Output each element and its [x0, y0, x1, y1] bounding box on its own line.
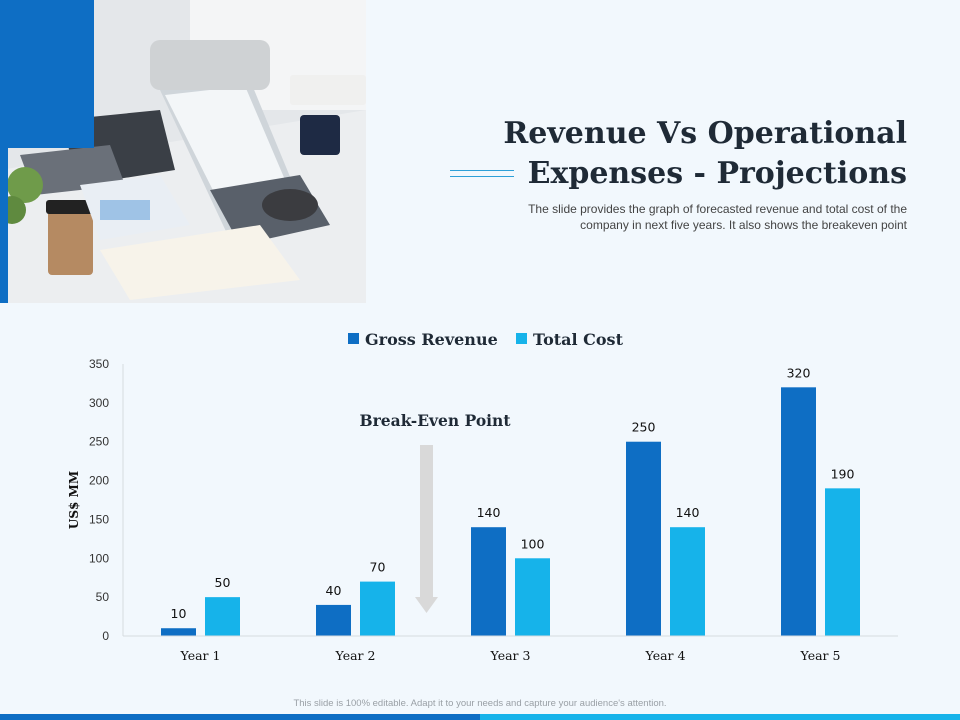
y-axis: 0 50 100 150 200 250 300 350 US$ MM [67, 357, 124, 643]
bar-gross-revenue [781, 387, 816, 636]
footer-bar-left [0, 714, 480, 720]
annotation-arrow-shaft [420, 445, 433, 597]
y-tick-label: 300 [89, 396, 109, 410]
x-tick-label: Year 1 [180, 648, 221, 663]
data-label: 250 [632, 420, 656, 435]
bar-gross-revenue [161, 628, 196, 636]
bars [161, 387, 860, 636]
office-desk-image [0, 0, 366, 303]
bar-total-cost [670, 527, 705, 636]
chart-legend: Gross Revenue Total Cost [348, 330, 624, 349]
data-labels: 10 50 40 70 140 100 250 140 320 190 [171, 365, 855, 621]
y-axis-title: US$ MM [67, 471, 81, 529]
title-decoration [450, 170, 514, 182]
data-label: 190 [831, 466, 855, 481]
x-tick-label: Year 3 [490, 648, 531, 663]
footer-bar-right [480, 714, 960, 720]
data-label: 70 [370, 560, 386, 575]
y-tick-label: 100 [89, 551, 109, 565]
bar-gross-revenue [471, 527, 506, 636]
legend-swatch [516, 333, 527, 344]
y-tick-label: 50 [96, 590, 110, 604]
bar-gross-revenue [626, 441, 661, 636]
bar-total-cost [825, 488, 860, 636]
subtitle: The slide provides the graph of forecast… [467, 201, 907, 233]
y-tick-label: 0 [102, 629, 109, 643]
y-tick-label: 250 [89, 435, 109, 449]
data-label: 140 [676, 505, 700, 520]
bar-total-cost [515, 558, 550, 636]
decoration-line [450, 170, 514, 171]
legend-swatch [348, 333, 359, 344]
data-label: 10 [171, 606, 187, 621]
x-tick-label: Year 2 [335, 648, 376, 663]
x-tick-label: Year 4 [645, 648, 686, 663]
subtitle-line-1: The slide provides the graph of forecast… [528, 202, 907, 216]
data-label: 320 [787, 365, 811, 380]
subtitle-line-2: company in next five years. It also show… [580, 218, 907, 232]
title-line-1: Revenue Vs Operational [503, 116, 907, 151]
bar-gross-revenue [316, 604, 351, 636]
x-axis: Year 1 Year 2 Year 3 Year 4 Year 5 [123, 635, 898, 663]
data-label: 50 [215, 575, 231, 590]
break-even-annotation: Break-Even Point [360, 411, 512, 613]
y-tick-label: 200 [89, 474, 109, 488]
annotation-label: Break-Even Point [360, 411, 512, 430]
y-tick-label: 350 [89, 357, 109, 371]
title-line-2: Expenses - Projections [527, 156, 907, 191]
x-tick-label: Year 5 [800, 648, 841, 663]
y-tick-label: 150 [89, 512, 109, 526]
data-label: 140 [477, 505, 501, 520]
accent-strip [0, 148, 8, 303]
decoration-line [450, 176, 514, 177]
accent-block [0, 0, 94, 148]
revenue-cost-chart: Gross Revenue Total Cost 0 50 100 150 200 250 3… [67, 330, 898, 663]
data-label: 40 [326, 583, 342, 598]
office-photo [0, 0, 366, 303]
page-title: Revenue Vs Operational Expenses - Projec… [477, 114, 907, 194]
bar-total-cost [360, 581, 395, 636]
legend-label: Gross Revenue [365, 330, 498, 349]
annotation-arrow-head [415, 597, 438, 613]
data-label: 100 [521, 536, 545, 551]
footer-note: This slide is 100% editable. Adapt it to… [293, 698, 667, 709]
bar-total-cost [205, 597, 240, 636]
legend-label: Total Cost [533, 330, 624, 349]
